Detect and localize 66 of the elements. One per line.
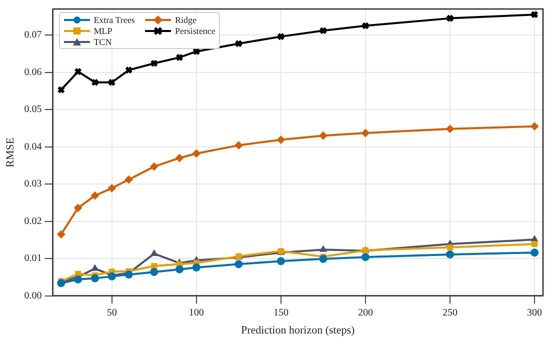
point	[108, 184, 116, 192]
point	[74, 68, 82, 76]
point	[90, 78, 99, 86]
point	[234, 40, 243, 48]
point	[446, 124, 454, 133]
x-tick-label: 50	[106, 307, 117, 318]
point	[276, 32, 285, 41]
x-tick-label: 300	[527, 307, 542, 318]
y-tick-label: 0.05	[24, 104, 42, 116]
legend-label: TCN	[94, 36, 112, 46]
y-tick-label: 0.07	[24, 30, 42, 41]
legend-label: Extra Trees	[94, 14, 135, 24]
point	[150, 162, 158, 171]
legend-label: MLP	[94, 26, 112, 36]
x-axis-title: Prediction horizon (steps)	[241, 324, 355, 336]
point	[74, 275, 82, 284]
point	[362, 22, 370, 30]
point	[124, 66, 133, 74]
x-tick-label: 100	[188, 307, 204, 318]
point	[176, 154, 184, 162]
point	[319, 254, 328, 263]
point	[108, 78, 116, 86]
point	[57, 279, 66, 288]
point	[150, 268, 158, 276]
x-tick-label: 200	[358, 307, 373, 318]
point	[192, 150, 200, 158]
legend-label: Ridge	[174, 14, 196, 24]
point	[234, 141, 243, 150]
point	[176, 53, 184, 62]
point	[192, 263, 200, 272]
point	[320, 246, 327, 252]
point	[361, 129, 370, 138]
y-tick-label: 0.06	[24, 66, 42, 78]
point	[446, 14, 454, 22]
y-tick-label: 0.00	[24, 290, 42, 302]
point	[108, 272, 116, 280]
point	[91, 264, 98, 271]
point	[447, 244, 453, 250]
y-tick-label: 0.03	[24, 178, 42, 190]
y-tick-label: 0.04	[24, 141, 42, 152]
y-tick-label: 0.01	[24, 253, 42, 264]
point	[319, 26, 328, 35]
point	[90, 274, 99, 282]
point	[90, 192, 99, 200]
point	[57, 230, 66, 238]
y-axis-title: RMSE	[4, 137, 16, 168]
y-tick-label: 0.02	[24, 216, 42, 227]
x-tick-label: 150	[273, 307, 288, 318]
point	[74, 204, 82, 212]
point	[276, 136, 285, 144]
point	[361, 253, 370, 262]
legend-label: Persistence	[174, 26, 216, 36]
point	[124, 176, 133, 184]
point	[276, 257, 285, 266]
point	[530, 248, 539, 257]
point	[150, 59, 158, 68]
point	[124, 270, 133, 279]
point	[150, 250, 158, 256]
point	[446, 250, 454, 258]
point	[319, 132, 328, 140]
point	[176, 265, 184, 274]
x-tick-label: 250	[442, 307, 458, 318]
point	[532, 241, 538, 247]
point	[530, 122, 539, 130]
point	[234, 260, 243, 268]
point	[151, 263, 158, 269]
